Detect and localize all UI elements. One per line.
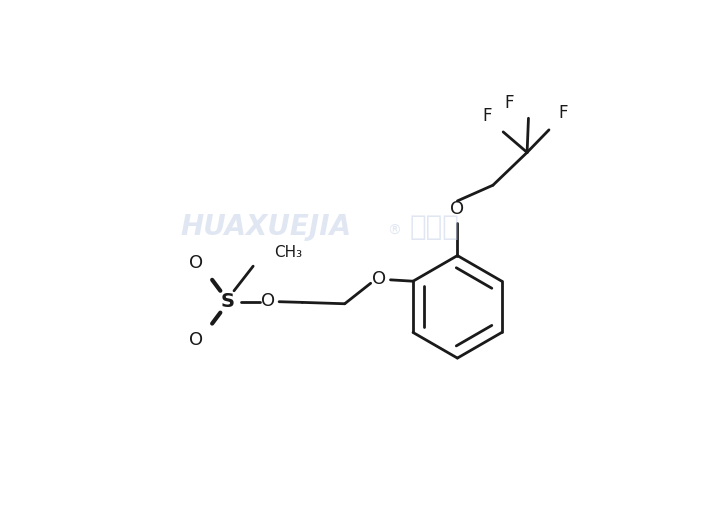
Text: O: O bbox=[189, 331, 203, 349]
Text: 化学加: 化学加 bbox=[410, 213, 460, 241]
Text: O: O bbox=[451, 200, 465, 218]
Text: F: F bbox=[505, 94, 514, 112]
Text: O: O bbox=[261, 292, 276, 310]
Text: O: O bbox=[189, 254, 203, 272]
Text: HUAXUEJIA: HUAXUEJIA bbox=[181, 213, 352, 241]
Text: O: O bbox=[372, 270, 386, 288]
Text: F: F bbox=[483, 107, 492, 124]
Text: F: F bbox=[559, 105, 568, 122]
Text: CH₃: CH₃ bbox=[273, 245, 302, 260]
Text: S: S bbox=[220, 292, 234, 311]
Text: ®: ® bbox=[387, 224, 401, 238]
